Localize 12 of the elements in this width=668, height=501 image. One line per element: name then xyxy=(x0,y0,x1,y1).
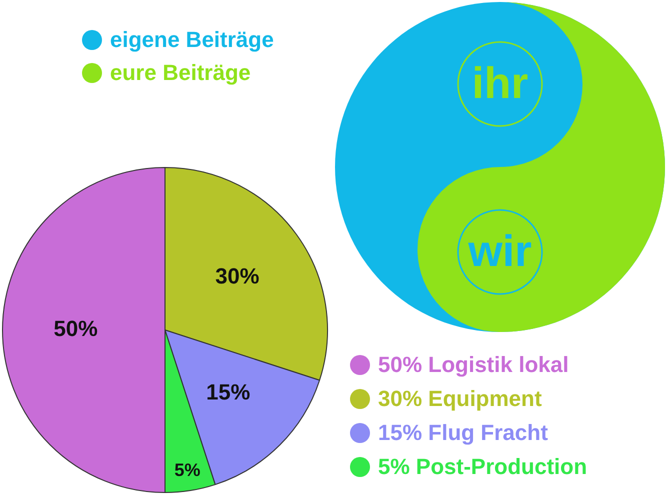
text: eure Beiträge xyxy=(110,60,251,86)
legend-label: 5% Post-Production xyxy=(378,454,588,480)
legend-label: 30% Equipment xyxy=(378,386,542,412)
legend-label: 50% Logistik lokal xyxy=(378,352,569,378)
data-label: 50% xyxy=(54,316,98,342)
data-label: 5% xyxy=(174,460,200,480)
text: eigene Beiträge xyxy=(110,27,274,53)
text: wir xyxy=(468,227,532,276)
data-label: 30% xyxy=(215,264,260,289)
text: ihr xyxy=(472,59,528,108)
legend-label: 15% Flug Fracht xyxy=(378,420,548,446)
data-label: 15% xyxy=(206,379,250,404)
